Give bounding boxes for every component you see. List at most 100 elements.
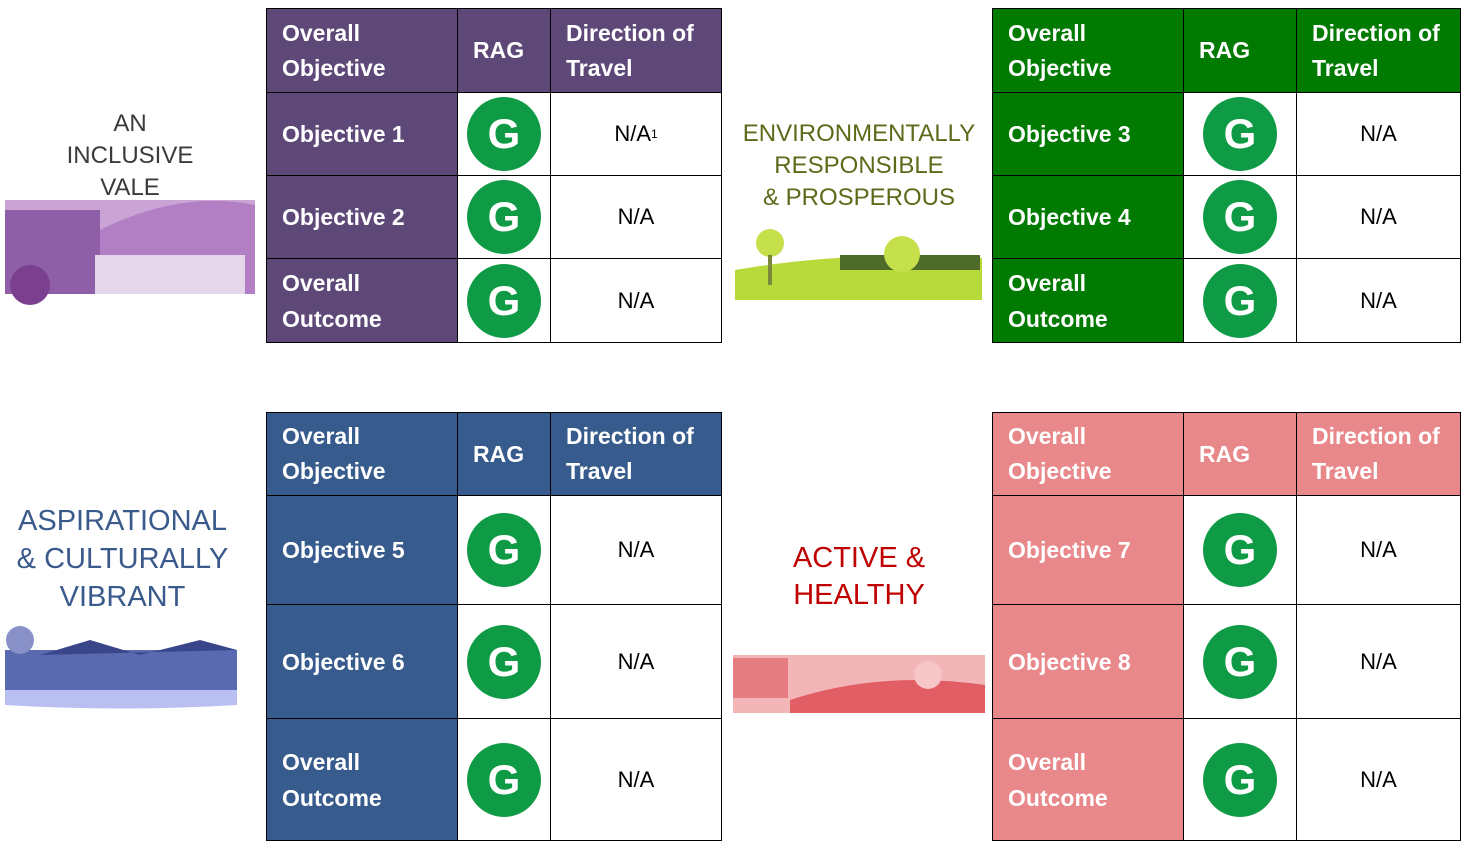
section-title: ACTIVE & HEALTHY [733, 540, 985, 614]
objective-cell: Objective 8 [992, 604, 1184, 719]
rag-badge: G [1203, 742, 1277, 817]
objective-text: Objective 3 [1008, 121, 1131, 147]
direction-cell: N/A [1296, 604, 1461, 719]
objective-cell: Overall Outcome [266, 718, 458, 841]
objective-text: Overall Outcome [1008, 748, 1108, 811]
direction-cell: N/A 1 [550, 92, 722, 176]
direction-text: N/A [1360, 121, 1397, 146]
direction-text: N/A [1360, 648, 1397, 674]
header-cell: Direction of Travel [1296, 412, 1461, 496]
section-title: ASPIRATIONAL & CULTURALLY VIBRANT [0, 502, 245, 616]
title-line: INCLUSIVE [66, 142, 194, 169]
rag-cell: G [457, 718, 551, 841]
title-line: RESPONSIBLE [774, 152, 944, 179]
objective-text: Overall Outcome [282, 269, 382, 332]
rag-cell: G [1183, 604, 1297, 719]
rag-badge: G [467, 513, 541, 587]
header-text: Overall Objective [1008, 423, 1112, 484]
header-text: Overall Objective [1008, 19, 1112, 81]
direction-cell: N/A [550, 604, 722, 719]
header-text: Direction of Travel [566, 19, 694, 81]
objective-cell: Objective 5 [266, 495, 458, 605]
title-line: ENVIRONMENTALLY [742, 120, 976, 147]
title-line: ACTIVE & [792, 542, 926, 574]
direction-text: N/A [614, 121, 651, 146]
objective-text: Objective 1 [282, 121, 405, 147]
title-line: HEALTHY [793, 579, 925, 611]
title-line: AN [113, 110, 147, 137]
direction-text: N/A [617, 766, 655, 792]
title-line: VIBRANT [59, 581, 186, 613]
header-text: RAG [473, 37, 525, 63]
objective-text: Objective 2 [282, 204, 405, 230]
rag-cell: G [1183, 92, 1297, 176]
direction-text: N/A [617, 537, 655, 562]
rag-cell: G [457, 258, 551, 343]
objective-text: Objective 7 [1008, 537, 1131, 563]
rag-badge: G [467, 97, 541, 171]
objective-cell: Overall Outcome [992, 258, 1184, 343]
header-text: RAG [1199, 440, 1251, 467]
header-cell: RAG [457, 412, 551, 496]
objective-cell: Overall Outcome [266, 258, 458, 343]
rag-badge: G [467, 742, 541, 817]
objective-cell: Objective 7 [992, 495, 1184, 605]
rag-badge: G [1203, 180, 1277, 254]
objective-cell: Overall Outcome [992, 718, 1184, 841]
rag-cell: G [457, 92, 551, 176]
objective-text: Objective 6 [282, 648, 405, 675]
aspirational-image [5, 626, 237, 709]
direction-text: N/A [1360, 537, 1397, 562]
header-text: Overall Objective [282, 19, 386, 81]
title-line: & CULTURALLY [16, 543, 229, 575]
rag-badge: G [467, 263, 541, 338]
rag-badge: G [1203, 263, 1277, 338]
header-cell: Direction of Travel [550, 412, 722, 496]
healthy-image [733, 655, 985, 713]
header-cell: Overall Objective [266, 412, 458, 496]
objective-text: Overall Outcome [1008, 269, 1108, 332]
rag-cell: G [457, 495, 551, 605]
objective-cell: Objective 2 [266, 175, 458, 259]
rag-cell: G [1183, 495, 1297, 605]
direction-cell: N/A [1296, 718, 1461, 841]
rag-cell: G [1183, 718, 1297, 841]
header-text: Overall Objective [282, 423, 386, 484]
direction-cell: N/A [1296, 175, 1461, 259]
objective-cell: Objective 6 [266, 604, 458, 719]
title-line: ASPIRATIONAL [18, 505, 227, 537]
direction-text: N/A [1360, 287, 1397, 313]
vale-image [5, 200, 255, 305]
header-cell: Overall Objective [266, 8, 458, 93]
environment-image [735, 229, 982, 300]
header-text: RAG [1199, 37, 1251, 63]
direction-text: N/A [617, 287, 655, 313]
objective-cell: Objective 1 [266, 92, 458, 176]
section-title: ENVIRONMENTALLY RESPONSIBLE & PROSPEROUS [733, 118, 985, 214]
rag-cell: G [457, 175, 551, 259]
objective-cell: Objective 3 [992, 92, 1184, 176]
direction-text: N/A [617, 204, 655, 229]
header-cell: RAG [1183, 8, 1297, 93]
direction-cell: N/A [550, 718, 722, 841]
header-text: Direction of Travel [566, 423, 694, 484]
direction-text: N/A [1360, 766, 1397, 792]
header-cell: RAG [457, 8, 551, 93]
direction-cell: N/A [1296, 92, 1461, 176]
title-line: VALE [100, 174, 160, 201]
direction-text: N/A [617, 648, 655, 674]
rag-badge: G [1203, 513, 1277, 587]
direction-cell: N/A [550, 258, 722, 343]
header-cell: Overall Objective [992, 8, 1184, 93]
header-cell: Overall Objective [992, 412, 1184, 496]
objective-text: Overall Outcome [282, 748, 382, 811]
rag-badge: G [467, 624, 541, 699]
header-text: Direction of Travel [1312, 19, 1440, 81]
title-line: & PROSPEROUS [762, 184, 956, 211]
rag-cell: G [1183, 258, 1297, 343]
footnote-mark: 1 [651, 127, 658, 141]
direction-cell: N/A [550, 495, 722, 605]
objective-cell: Objective 4 [992, 175, 1184, 259]
